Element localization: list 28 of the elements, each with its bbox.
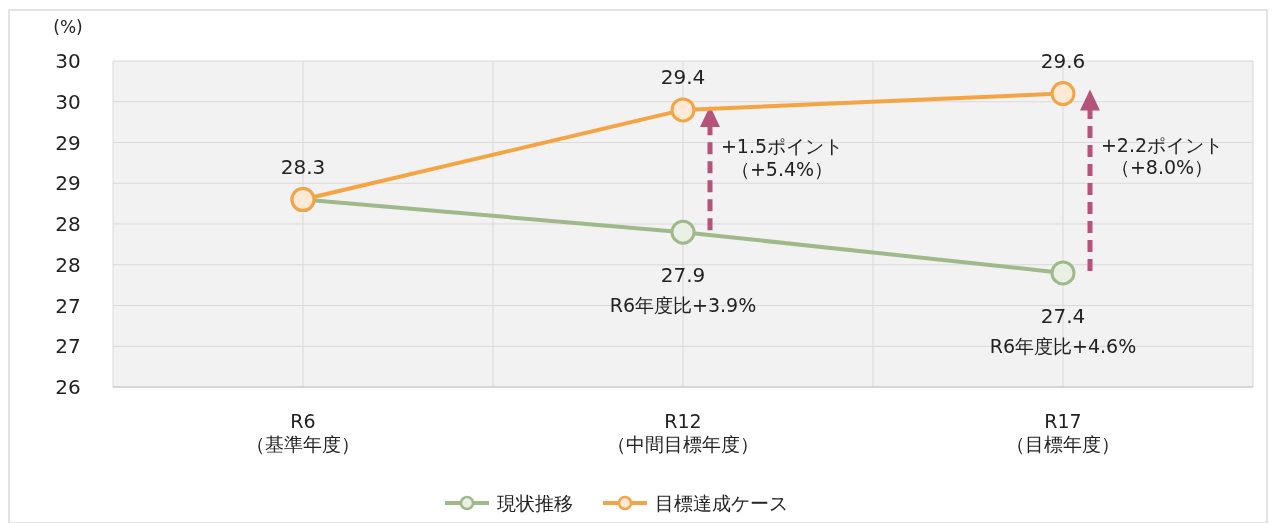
annotation: +2.2ポイント（+8.0%）: [1100, 133, 1224, 179]
data-label: 29.4: [660, 64, 706, 89]
legend-label: 目標達成ケース: [655, 492, 788, 514]
annotation: R6年度比+3.9%: [609, 294, 757, 317]
y-tick-label: 27: [55, 293, 81, 318]
y-tick-label: 26: [55, 375, 81, 399]
legend-label: 現状推移: [497, 492, 573, 514]
data-label: 27.9: [660, 263, 706, 288]
point: [1050, 260, 1076, 286]
y-tick-label: 30: [55, 49, 81, 73]
data-label: 28.3: [280, 154, 326, 179]
point: [1050, 81, 1076, 107]
y-tick-label: 28: [55, 252, 81, 277]
y-tick-label: 29: [55, 171, 81, 196]
data-label: 29.6: [1040, 48, 1086, 73]
x-tick-label: R6 （基準年度）: [246, 410, 360, 455]
y-axis-title: (%): [53, 17, 83, 37]
y-tick-label: 27: [55, 334, 81, 359]
x-tick-label: R17 （目標年度）: [1006, 410, 1120, 455]
y-tick-label: 30: [55, 89, 81, 114]
y-tick-label: 28: [55, 212, 81, 236]
data-label: 27.4: [1040, 303, 1086, 328]
y-tick-label: 29: [55, 130, 81, 155]
point: [670, 97, 696, 123]
point: [670, 219, 696, 245]
x-tick-label: R12 （中間目標年度）: [607, 410, 759, 455]
annotation: R6年度比+4.6%: [989, 334, 1137, 357]
annotation: +1.5ポイント（+5.4%）: [720, 135, 844, 180]
